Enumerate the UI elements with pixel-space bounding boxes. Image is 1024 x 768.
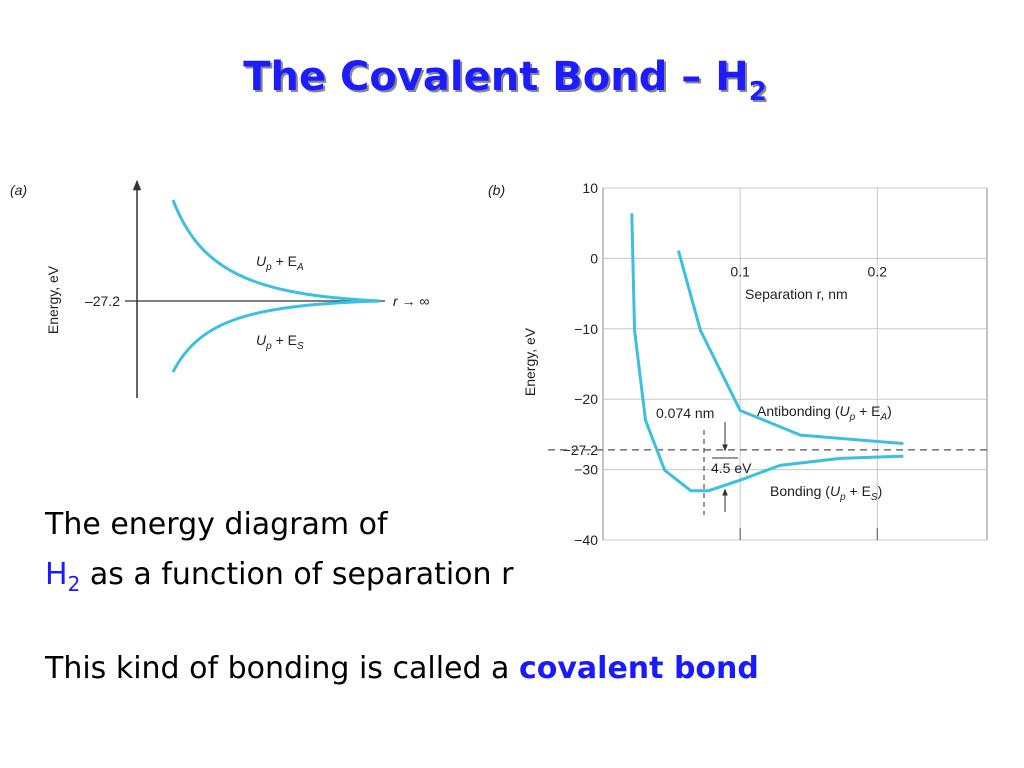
y-tick-label: −10 — [574, 321, 598, 337]
panel-label: (a) — [10, 182, 27, 198]
h-sub: 2 — [68, 572, 81, 596]
y-tick-label: 0 — [590, 250, 598, 266]
label-part: S — [871, 492, 878, 503]
emphasis: covalent bond — [519, 651, 759, 686]
sub: A — [296, 262, 304, 273]
depth-annotation: 4.5 eV — [711, 460, 752, 476]
label-part: U — [840, 403, 851, 419]
label-part: p — [839, 492, 846, 503]
y-axis-label: Energy, eV — [522, 327, 538, 396]
x-axis-label: Separation r, nm — [745, 286, 848, 302]
y-tick-label: −30 — [574, 462, 598, 478]
y-tick-label: 10 — [582, 180, 598, 196]
plus: + E — [272, 253, 297, 269]
upper-curve — [171, 199, 381, 303]
h: H — [45, 557, 68, 592]
rest: as a function of separation r — [80, 557, 514, 592]
label-part: + E — [846, 483, 871, 499]
r-infinity: → ∞ — [398, 293, 430, 309]
separation-annotation: 0.074 nm — [656, 405, 714, 421]
title-main: The Covalent Bond – H — [243, 54, 749, 100]
sub: p — [265, 341, 272, 352]
r: r — [393, 293, 399, 309]
label-part: ) — [878, 483, 883, 499]
label-part: A — [880, 412, 888, 423]
slide-title: The Covalent Bond – H2 — [243, 54, 767, 107]
upper-curve-label: Up + EA — [256, 253, 304, 273]
plain: This kind of bonding is called a — [44, 651, 519, 686]
y-tick-label: −27.2 — [563, 442, 599, 458]
curve — [630, 213, 904, 493]
body-line-1: The energy diagram of — [44, 507, 389, 542]
lower-curve — [171, 299, 381, 373]
label-part: U — [830, 483, 841, 499]
label-part: Antibonding ( — [757, 403, 840, 419]
label-part: + E — [855, 403, 880, 419]
curve — [676, 250, 904, 446]
level-label: –27.2 — [85, 293, 120, 309]
x-tick-label: 0.2 — [868, 263, 888, 279]
label-part: p — [849, 412, 856, 423]
y-tick-label: −40 — [574, 532, 598, 548]
plus: + E — [272, 332, 297, 348]
u: U — [256, 253, 267, 269]
label-part: Bonding ( — [770, 483, 830, 499]
sub: p — [265, 262, 272, 273]
u: U — [256, 332, 267, 348]
figure-b: (b) Energy, eV Separation r, nm 10 0 −10 −2… — [488, 180, 988, 548]
curve-label: Bonding (Up + ES) — [770, 483, 882, 503]
sub: S — [297, 341, 304, 352]
r-label: r → ∞ — [393, 293, 429, 309]
y-tick-label: −20 — [574, 391, 598, 407]
panel-label: (b) — [488, 182, 505, 198]
body-line-3: This kind of bonding is called a covalen… — [44, 651, 759, 686]
body-line-2: H2 as a function of separation r — [45, 557, 514, 596]
y-axis-label: Energy, eV — [45, 265, 61, 334]
title-sub: 2 — [749, 77, 767, 107]
figure-a: (a) Energy, eV –27.2 r → ∞ Up + EA Up + … — [10, 179, 429, 398]
lower-curve-label: Up + ES — [256, 332, 304, 352]
curve-label: Antibonding (Up + EA) — [757, 403, 892, 423]
x-tick-label: 0.1 — [730, 263, 750, 279]
label-part: ) — [887, 403, 892, 419]
